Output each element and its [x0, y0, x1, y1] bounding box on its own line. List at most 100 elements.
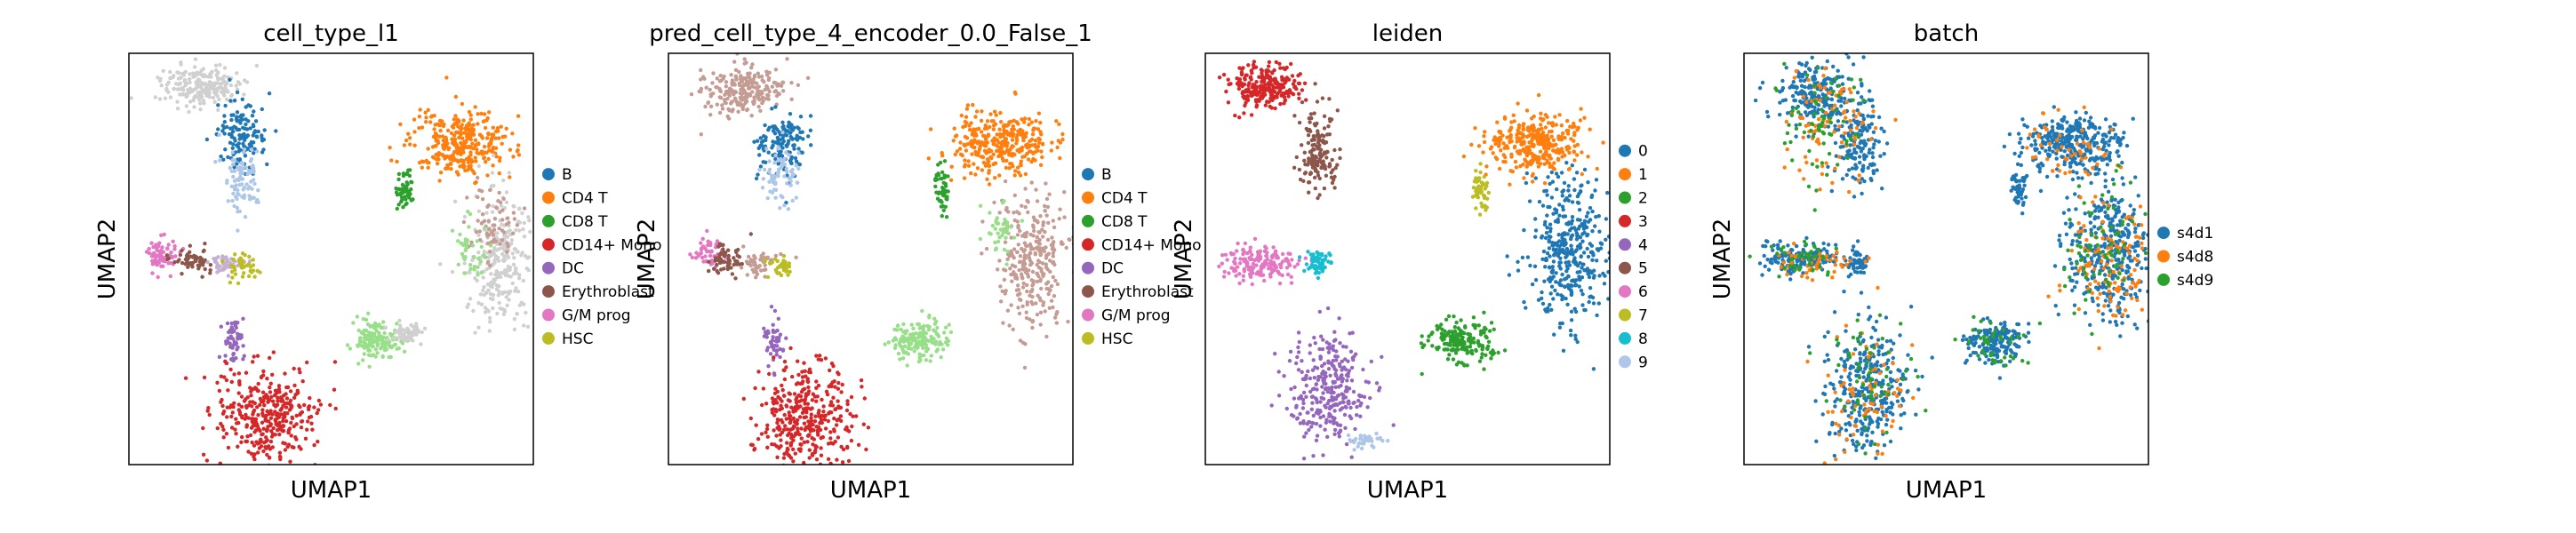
- scatter-point: [778, 354, 782, 360]
- scatter-point: [1041, 274, 1045, 278]
- scatter-point: [763, 274, 767, 279]
- panel-title: pred_cell_type_4_encoder_0.0_False_1: [649, 20, 1092, 47]
- scatter-point: [1289, 61, 1293, 67]
- scatter-point: [1035, 235, 1039, 240]
- scatter-point: [229, 169, 235, 173]
- scatter-point: [468, 157, 474, 162]
- scatter-point: [487, 233, 492, 237]
- scatter-point: [1561, 131, 1565, 136]
- scatter-point: [460, 251, 465, 256]
- scatter-point: [774, 336, 779, 340]
- scatter-point: [1520, 142, 1524, 147]
- scatter-point: [1036, 111, 1042, 115]
- scatter-point: [1226, 100, 1231, 105]
- scatter-point: [1572, 124, 1577, 129]
- scatter-point: [302, 402, 307, 408]
- scatter-point: [261, 426, 266, 431]
- scatter-point: [773, 195, 778, 200]
- scatter-point: [489, 184, 493, 188]
- scatter-point: [997, 127, 1002, 131]
- scatter-point: [766, 364, 771, 369]
- scatter-point: [1592, 274, 1596, 278]
- scatter-point: [932, 328, 936, 332]
- scatter-point: [489, 139, 493, 144]
- scatter-point: [1572, 121, 1576, 126]
- scatter-point: [217, 388, 222, 394]
- scatter-point: [1024, 143, 1028, 147]
- scatter-point: [165, 257, 170, 261]
- scatter-point: [845, 402, 850, 407]
- scatter-point: [251, 123, 256, 127]
- scatter-point: [1582, 167, 1588, 172]
- scatter-point: [1332, 186, 1337, 190]
- scatter-point: [244, 122, 248, 127]
- scatter-point: [482, 249, 486, 254]
- scatter-point: [506, 266, 510, 271]
- scatter-point: [1509, 155, 1514, 159]
- scatter-point: [486, 132, 491, 137]
- scatter-point: [784, 150, 788, 155]
- scatter-point: [198, 255, 203, 260]
- scatter-point: [1572, 177, 1577, 181]
- scatter-point: [235, 205, 240, 211]
- scatter-point: [804, 374, 808, 378]
- scatter-point: [997, 211, 1002, 215]
- scatter-point: [1243, 103, 1247, 108]
- scatter-point: [1036, 140, 1042, 145]
- scatter-point: [998, 284, 1003, 289]
- scatter-point: [198, 107, 203, 112]
- scatter-point: [206, 75, 211, 79]
- scatter-point: [229, 93, 234, 99]
- scatter-point: [506, 229, 510, 235]
- scatter-point: [234, 341, 239, 346]
- scatter-point: [792, 392, 797, 396]
- scatter-point: [1581, 251, 1587, 255]
- scatter-point: [1318, 147, 1324, 152]
- scatter-point: [423, 110, 428, 115]
- scatter-point: [1524, 159, 1528, 163]
- scatter-point: [524, 310, 528, 315]
- scatter-point: [1306, 180, 1311, 185]
- scatter-point: [1027, 268, 1031, 273]
- scatter-point: [1020, 203, 1024, 208]
- scatter-point: [775, 389, 780, 394]
- scatter-point: [772, 428, 776, 433]
- scatter-point: [788, 456, 794, 460]
- scatter-point: [1240, 91, 1245, 96]
- scatter-point: [270, 399, 276, 403]
- scatter-point: [1259, 88, 1263, 92]
- scatter-point: [765, 195, 770, 201]
- scatter-point: [1286, 94, 1291, 99]
- scatter-point: [1242, 94, 1247, 99]
- scatter-point: [817, 414, 821, 418]
- scatter-point: [1265, 99, 1269, 104]
- scatter-point: [229, 131, 234, 137]
- scatter-point: [285, 385, 291, 390]
- scatter-point: [814, 354, 819, 358]
- scatter-point: [1547, 238, 1551, 243]
- scatter-point: [436, 140, 441, 146]
- scatter-point: [1247, 81, 1252, 85]
- scatter-point: [1011, 123, 1016, 129]
- scatter-point: [699, 86, 704, 91]
- scatter-point: [948, 330, 954, 335]
- x-axis-label: UMAP1: [291, 477, 372, 504]
- scatter-point: [754, 423, 758, 427]
- scatter-point: [456, 262, 460, 266]
- scatter-point: [953, 152, 958, 157]
- scatter-point: [497, 190, 501, 195]
- scatter-point: [221, 157, 226, 162]
- scatter-point: [1011, 133, 1015, 139]
- scatter-point: [786, 207, 791, 211]
- scatter-point: [750, 84, 755, 89]
- scatter-point: [1548, 302, 1552, 307]
- scatter-point: [230, 410, 235, 415]
- scatter-point: [836, 386, 841, 391]
- scatter-point: [861, 422, 866, 426]
- scatter-point: [972, 162, 976, 166]
- scatter-point: [243, 417, 247, 421]
- scatter-point: [507, 298, 511, 302]
- legend-label: B: [562, 166, 572, 184]
- scatter-point: [254, 386, 259, 391]
- scatter-point: [769, 341, 774, 346]
